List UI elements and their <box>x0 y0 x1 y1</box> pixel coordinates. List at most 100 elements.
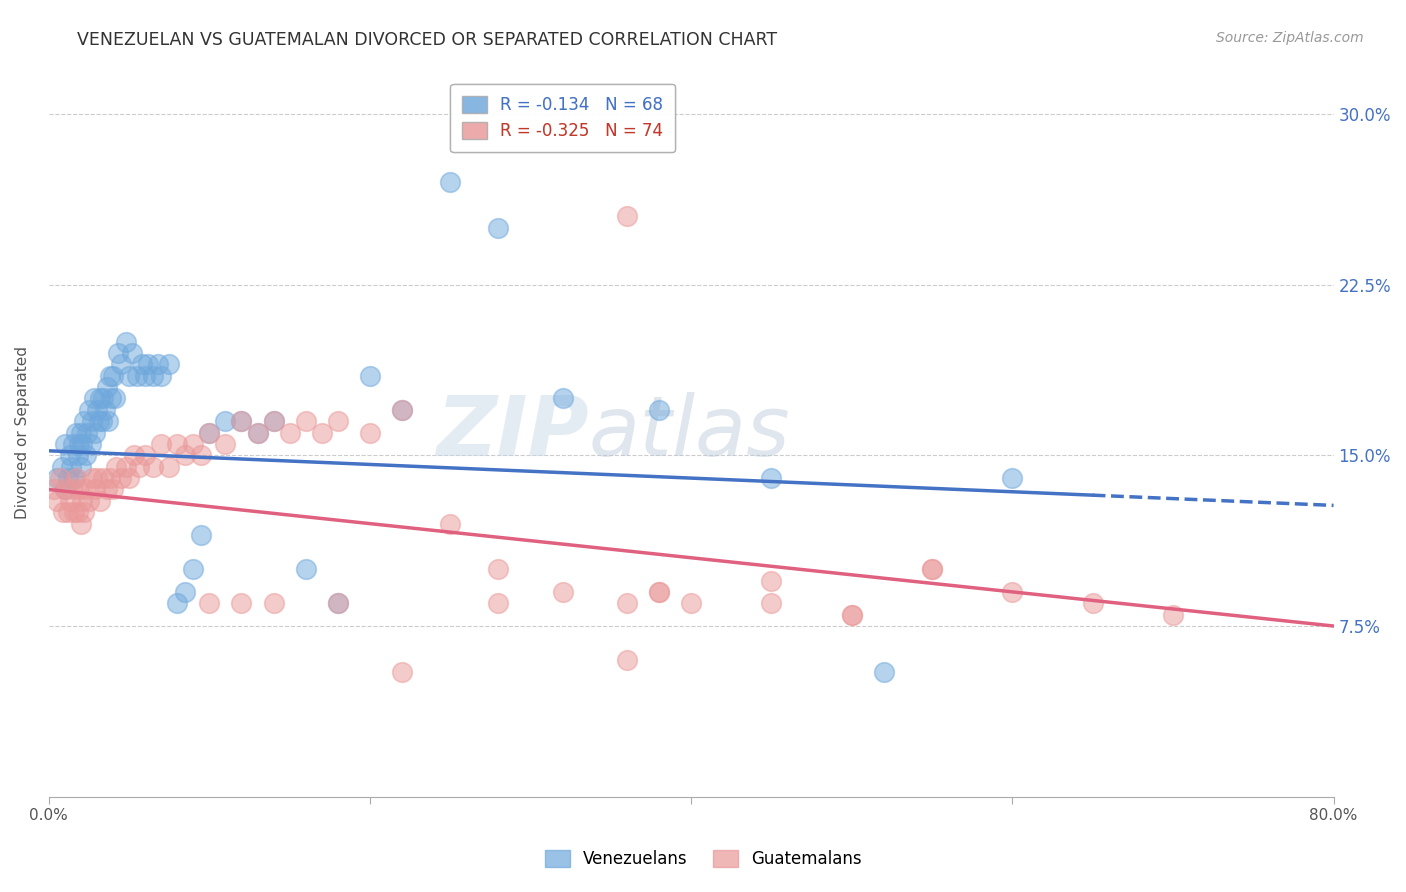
Point <box>486 562 509 576</box>
Point <box>681 596 703 610</box>
Point <box>391 665 413 679</box>
Point <box>616 653 638 667</box>
Point <box>359 425 381 440</box>
Point <box>101 483 124 497</box>
Point <box>105 459 128 474</box>
Point <box>66 448 89 462</box>
Point <box>761 574 783 588</box>
Point <box>114 334 136 349</box>
Point <box>62 437 84 451</box>
Point <box>59 448 82 462</box>
Point <box>150 437 173 451</box>
Point <box>278 425 301 440</box>
Point <box>76 425 98 440</box>
Point <box>190 448 212 462</box>
Point <box>294 562 316 576</box>
Point <box>439 175 461 189</box>
Point <box>181 437 204 451</box>
Point <box>53 483 76 497</box>
Point <box>174 585 197 599</box>
Point <box>486 596 509 610</box>
Point <box>761 596 783 610</box>
Point <box>263 596 285 610</box>
Point <box>52 505 75 519</box>
Point <box>59 494 82 508</box>
Point <box>118 368 141 383</box>
Point <box>70 459 93 474</box>
Point <box>89 494 111 508</box>
Point <box>118 471 141 485</box>
Point <box>146 357 169 371</box>
Point <box>142 459 165 474</box>
Point <box>84 425 107 440</box>
Point <box>134 368 156 383</box>
Point <box>96 380 118 394</box>
Point <box>921 562 943 576</box>
Point <box>51 459 73 474</box>
Point <box>157 459 180 474</box>
Point <box>72 494 94 508</box>
Point <box>75 448 97 462</box>
Point <box>1001 471 1024 485</box>
Point <box>166 437 188 451</box>
Point <box>648 585 671 599</box>
Point <box>45 494 67 508</box>
Point <box>198 425 221 440</box>
Point <box>82 414 104 428</box>
Point <box>391 402 413 417</box>
Point <box>198 425 221 440</box>
Point <box>616 210 638 224</box>
Point <box>263 414 285 428</box>
Point <box>551 392 574 406</box>
Text: ZIP: ZIP <box>436 392 588 473</box>
Text: VENEZUELAN VS GUATEMALAN DIVORCED OR SEPARATED CORRELATION CHART: VENEZUELAN VS GUATEMALAN DIVORCED OR SEP… <box>77 31 778 49</box>
Legend: R = -0.134   N = 68, R = -0.325   N = 74: R = -0.134 N = 68, R = -0.325 N = 74 <box>450 84 675 153</box>
Point <box>98 471 121 485</box>
Text: Source: ZipAtlas.com: Source: ZipAtlas.com <box>1216 31 1364 45</box>
Text: atlas: atlas <box>588 392 790 473</box>
Point <box>83 392 105 406</box>
Point <box>190 528 212 542</box>
Point <box>53 483 76 497</box>
Point <box>77 494 100 508</box>
Point <box>79 437 101 451</box>
Point <box>648 402 671 417</box>
Point <box>75 483 97 497</box>
Point <box>100 392 122 406</box>
Point <box>73 414 96 428</box>
Point <box>62 483 84 497</box>
Point <box>49 471 72 485</box>
Point <box>84 483 107 497</box>
Point <box>97 414 120 428</box>
Point <box>121 346 143 360</box>
Point <box>77 402 100 417</box>
Point <box>53 437 76 451</box>
Point <box>1001 585 1024 599</box>
Point <box>648 585 671 599</box>
Point <box>128 459 150 474</box>
Point <box>841 607 863 622</box>
Point <box>107 346 129 360</box>
Point <box>311 425 333 440</box>
Point <box>134 448 156 462</box>
Point <box>142 368 165 383</box>
Point <box>122 448 145 462</box>
Point <box>73 505 96 519</box>
Point <box>294 414 316 428</box>
Point <box>90 414 112 428</box>
Point <box>70 516 93 531</box>
Point <box>231 414 253 428</box>
Point <box>359 368 381 383</box>
Point <box>181 562 204 576</box>
Point <box>157 357 180 371</box>
Point <box>166 596 188 610</box>
Point <box>873 665 896 679</box>
Point <box>98 368 121 383</box>
Point <box>214 414 236 428</box>
Point <box>72 437 94 451</box>
Point <box>96 483 118 497</box>
Point <box>56 471 79 485</box>
Point <box>42 483 65 497</box>
Point <box>56 505 79 519</box>
Point <box>439 516 461 531</box>
